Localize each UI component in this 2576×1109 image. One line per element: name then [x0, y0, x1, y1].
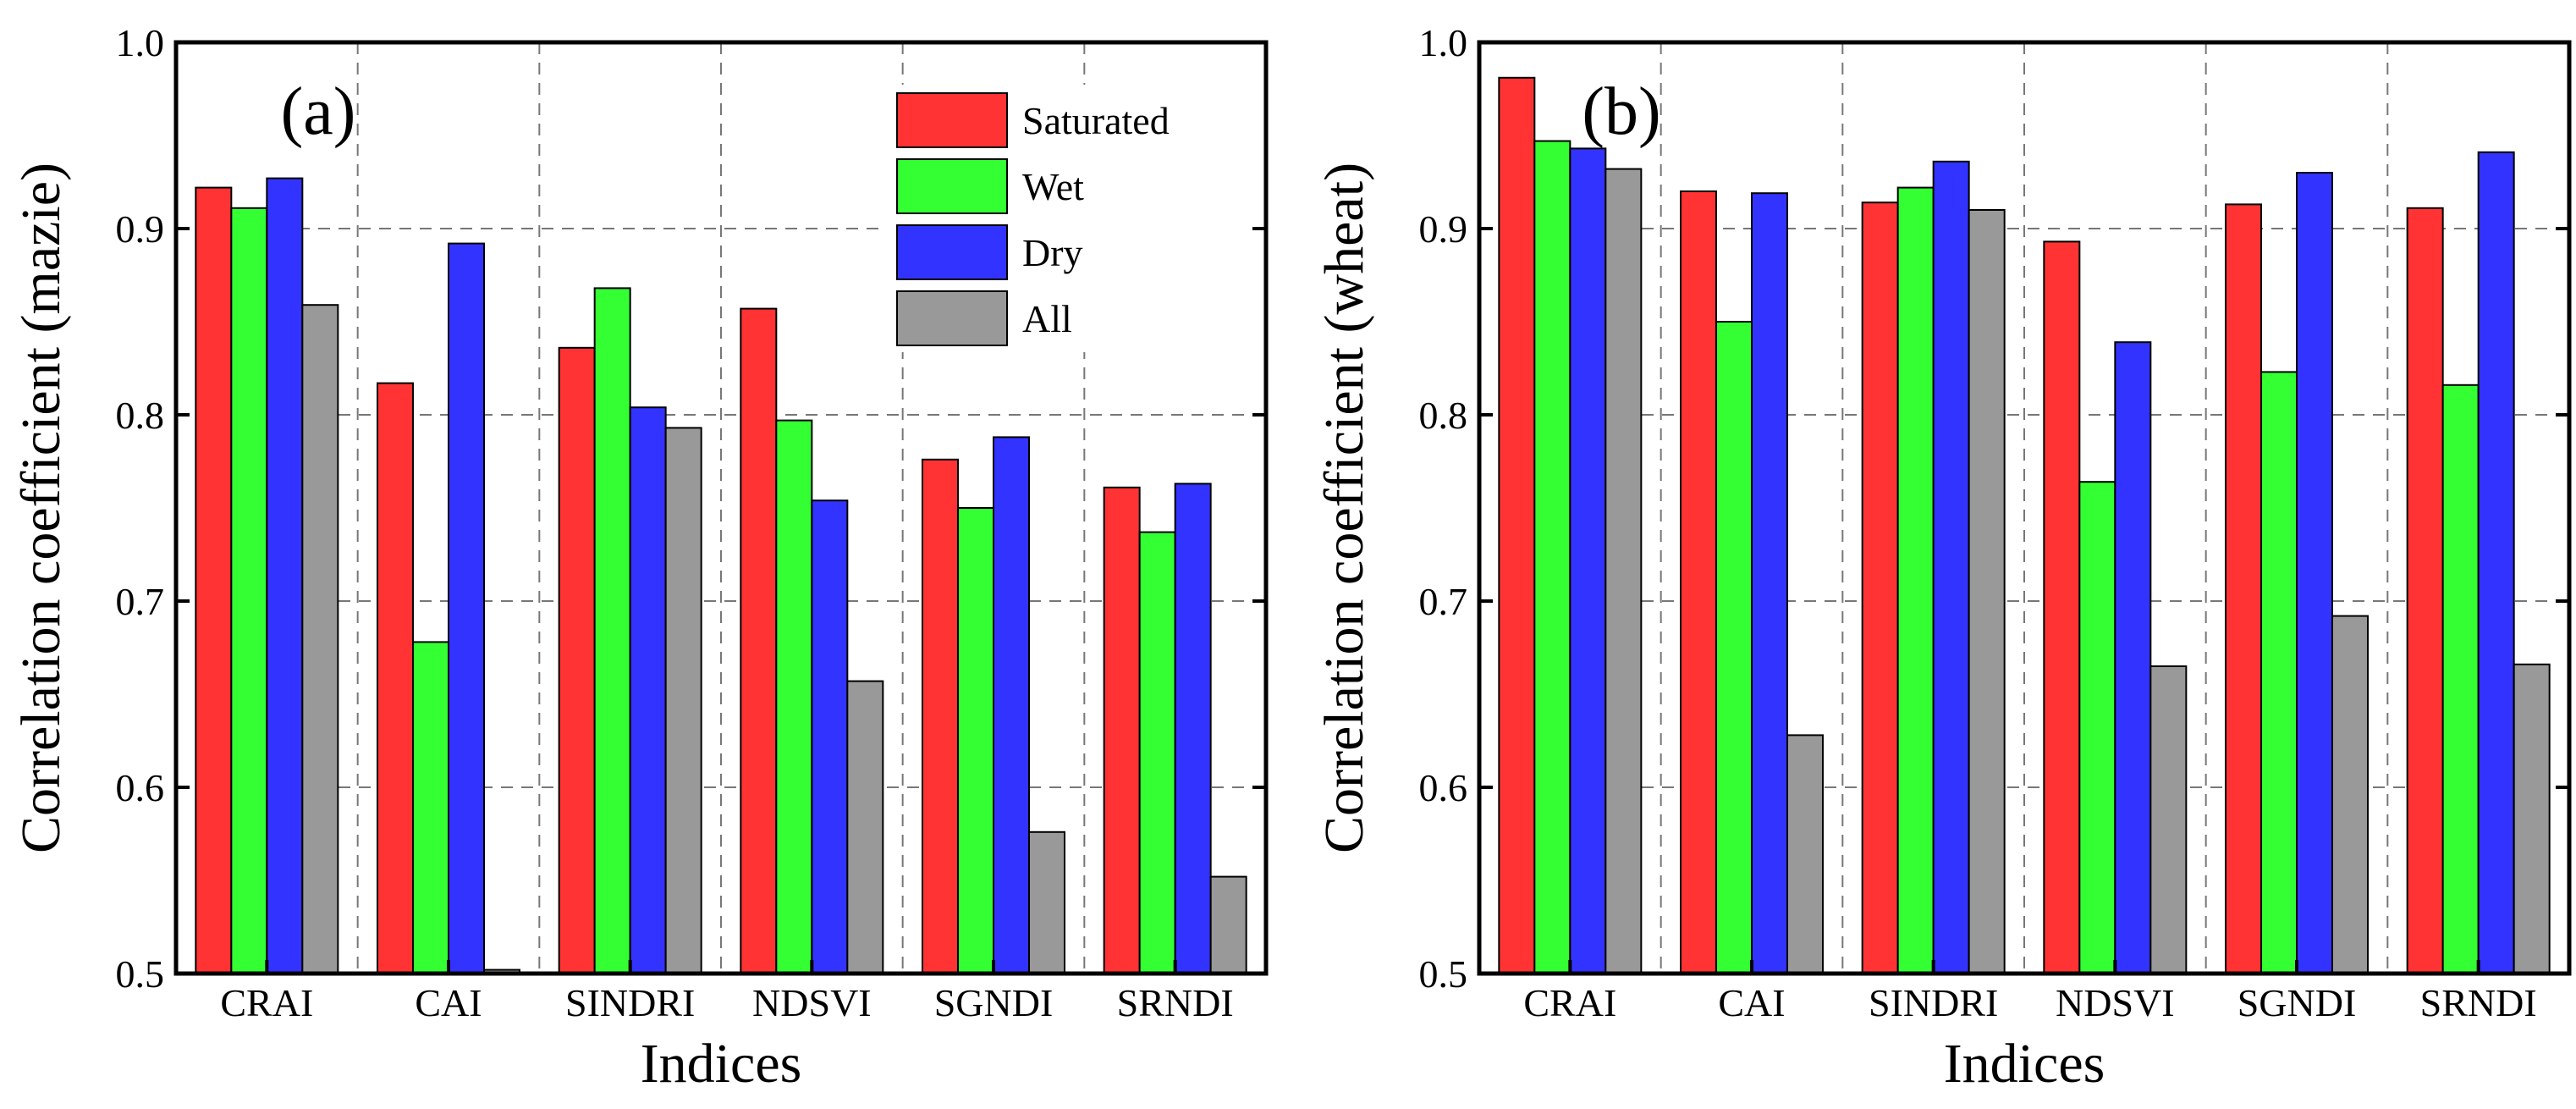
- legend-label-all: All: [1022, 297, 1072, 340]
- bar-dry-cai: [448, 242, 485, 975]
- bar-all-cai: [1786, 734, 1824, 975]
- bar-saturated-ndsvi: [740, 307, 778, 975]
- bar-all-crai: [301, 304, 339, 974]
- bar-all-ndsvi: [846, 680, 884, 974]
- bar-wet-sgndi: [957, 507, 994, 974]
- bar-wet-cai: [1715, 321, 1753, 974]
- plot-frame: [1477, 40, 2572, 976]
- bar-saturated-sindri: [558, 346, 596, 974]
- bar-dry-sindri: [629, 406, 667, 974]
- bar-wet-sindri: [1896, 186, 1935, 975]
- bar-saturated-srndi: [1103, 486, 1141, 974]
- grid-lines: [1479, 42, 2569, 974]
- bar-saturated-crai: [195, 186, 233, 975]
- bar-all-crai: [1604, 168, 1643, 975]
- bar-dry-srndi: [1174, 483, 1212, 974]
- x-tick-label: SINDRI: [565, 981, 695, 1024]
- x-tick-label: SGNDI: [934, 981, 1054, 1024]
- x-tick-label: NDSVI: [2056, 981, 2175, 1024]
- plot-frame: [173, 40, 1269, 976]
- chart-panel-a: 0.5 0.6 0.7 0.8 0.9 1.0 CRAI CAI SINDRI NDSVI SGND…: [10, 21, 1269, 1095]
- bar-wet-sgndi: [2260, 371, 2298, 974]
- bar-wet-srndi: [1138, 531, 1176, 974]
- legend-swatch-wet: [896, 158, 1008, 214]
- y-tick-label: 0.5: [1419, 952, 1468, 996]
- legend-swatch-dry: [896, 224, 1008, 280]
- bar-dry-srndi: [2477, 151, 2515, 975]
- bar-dry-sgndi: [2296, 172, 2333, 974]
- bar-wet-srndi: [2441, 383, 2480, 974]
- x-tick-label: SGNDI: [2237, 981, 2357, 1024]
- x-tick-label: CRAI: [220, 981, 313, 1024]
- bar-saturated-sgndi: [922, 458, 959, 974]
- x-tick-label: SRNDI: [2420, 981, 2537, 1024]
- x-tick-label: CAI: [1718, 981, 1785, 1024]
- legend-swatch-saturated: [896, 92, 1008, 148]
- y-axis-title: Correlation coefficient (wheat): [1313, 163, 1375, 853]
- y-tick-label: 0.6: [116, 766, 165, 809]
- bar-group: [1498, 76, 2551, 975]
- x-tick-label: SRNDI: [1117, 981, 1234, 1024]
- bar-wet-cai: [412, 641, 449, 975]
- chart-panel-b: 0.5 0.6 0.7 0.8 0.9 1.0 CRAI CAI SINDRI NDSVI SGND…: [1313, 21, 2572, 1095]
- y-tick-label: 1.0: [1419, 21, 1468, 64]
- legend-swatch-all: [896, 290, 1008, 346]
- legend-label-saturated: Saturated: [1022, 99, 1170, 142]
- bar-saturated-ndsvi: [2043, 240, 2081, 974]
- bar-saturated-cai: [377, 382, 414, 975]
- bar-saturated-sgndi: [2225, 203, 2262, 974]
- y-tick-label: 0.9: [1419, 207, 1468, 251]
- legend: Saturated Wet Dry All: [887, 85, 1251, 352]
- bar-dry-cai: [1751, 192, 1788, 974]
- bar-dry-ndsvi: [2114, 341, 2152, 974]
- grid-lines: [176, 42, 1266, 974]
- bar-wet-sindri: [593, 287, 631, 974]
- bar-group: [195, 177, 1247, 975]
- y-tick-label: 0.5: [116, 952, 165, 996]
- x-tick-label: NDSVI: [752, 981, 872, 1024]
- bar-wet-crai: [230, 207, 268, 975]
- bar-dry-ndsvi: [811, 499, 849, 974]
- x-tick-label: CRAI: [1523, 981, 1616, 1024]
- bar-saturated-crai: [1498, 76, 1536, 974]
- legend-label-wet: Wet: [1022, 165, 1084, 208]
- panel-label: (a): [281, 74, 356, 149]
- bar-all-sindri: [664, 427, 702, 974]
- bar-dry-sindri: [1932, 160, 1970, 975]
- bar-dry-crai: [1569, 147, 1607, 974]
- legend-label-dry: Dry: [1022, 231, 1083, 274]
- x-tick-label: CAI: [415, 981, 482, 1024]
- y-tick-label: 0.8: [116, 394, 165, 437]
- y-tick-label: 1.0: [116, 21, 165, 64]
- x-axis-title: Indices: [1944, 1033, 2105, 1095]
- bar-dry-crai: [266, 177, 304, 975]
- bar-all-srndi: [2513, 663, 2551, 974]
- bar-saturated-sindri: [1861, 201, 1899, 974]
- y-tick-label: 0.9: [116, 207, 165, 251]
- bar-all-sindri: [1968, 209, 2006, 974]
- bar-wet-ndsvi: [775, 419, 813, 975]
- bar-wet-ndsvi: [2078, 481, 2116, 974]
- y-tick-label: 0.8: [1419, 394, 1468, 437]
- bar-saturated-srndi: [2406, 207, 2444, 975]
- y-tick-label: 0.6: [1419, 766, 1468, 809]
- bar-all-srndi: [1209, 875, 1247, 974]
- bar-dry-sgndi: [993, 436, 1030, 974]
- bar-all-sgndi: [2331, 615, 2369, 974]
- x-tick-label: SINDRI: [1869, 981, 1998, 1024]
- bar-saturated-cai: [1680, 190, 1717, 974]
- panel-label: (b): [1582, 74, 1660, 149]
- x-axis-title: Indices: [641, 1033, 802, 1095]
- y-tick-label: 0.7: [116, 580, 165, 623]
- bar-all-ndsvi: [2149, 665, 2188, 974]
- bar-wet-crai: [1533, 140, 1571, 975]
- y-tick-label: 0.7: [1419, 580, 1468, 623]
- bar-all-sgndi: [1028, 830, 1065, 974]
- y-axis-title: Correlation coefficient (mazie): [10, 163, 72, 853]
